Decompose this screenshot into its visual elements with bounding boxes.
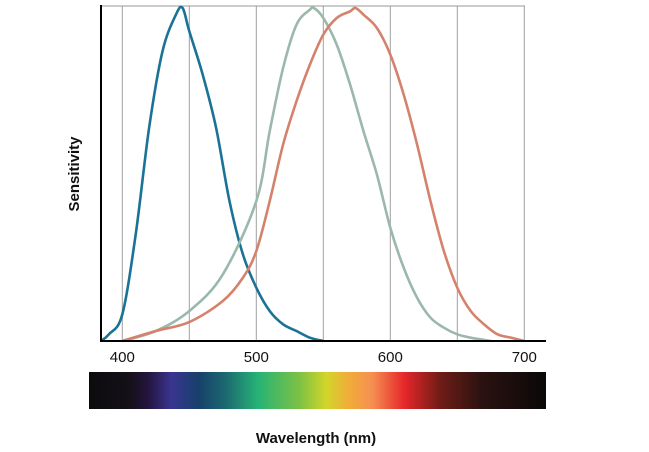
x-tick-label-400: 400 <box>110 349 135 366</box>
series-line-1 <box>121 5 492 343</box>
series-line-2 <box>121 6 525 343</box>
y-axis-label: Sensitivity <box>66 136 83 212</box>
x-tick-labels: 400 500 600 700 <box>110 349 537 366</box>
x-tick-label-600: 600 <box>378 349 403 366</box>
x-tick-label-500: 500 <box>244 349 269 366</box>
spectrum-bar <box>89 372 546 409</box>
gridlines <box>121 6 525 341</box>
x-tick-label-700: 700 <box>512 349 537 366</box>
x-axis-label: Wavelength (nm) <box>256 430 376 447</box>
series-line-0 <box>100 5 324 343</box>
curves <box>100 5 525 343</box>
